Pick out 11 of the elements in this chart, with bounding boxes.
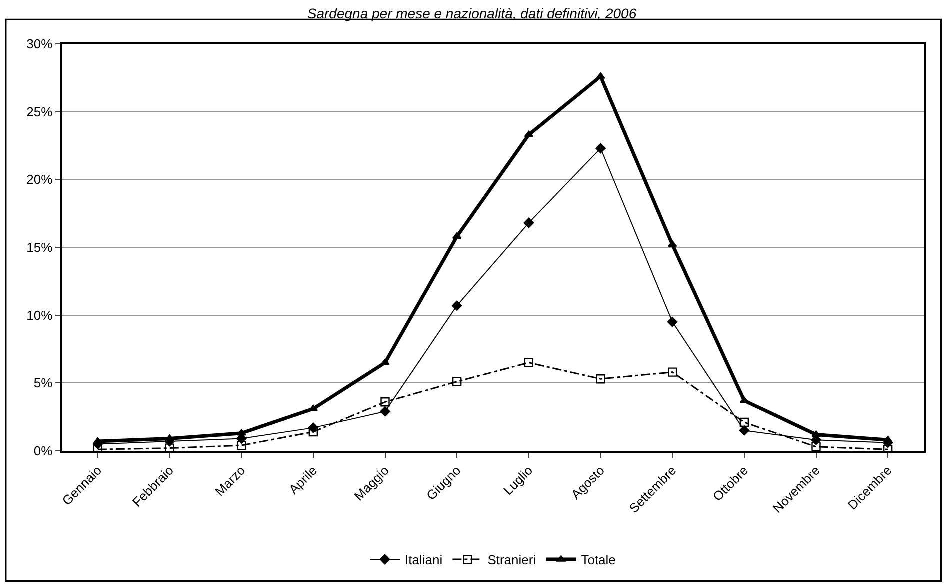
legend-label: Italiani — [405, 552, 443, 568]
y-tick-label: 25% — [26, 104, 54, 120]
y-tick-label: 15% — [26, 240, 54, 256]
legend-label: Totale — [581, 552, 616, 568]
chart-title: Sardegna per mese e nazionalità, dati definitivi, 2006 — [307, 6, 637, 22]
y-tick-label: 30% — [26, 36, 54, 52]
y-tick-label: 0% — [34, 444, 54, 459]
y-tick-label: 10% — [26, 308, 54, 323]
legend-label: Stranieri — [488, 552, 536, 568]
y-tick-label: 5% — [34, 376, 54, 391]
y-tick-label: 20% — [26, 172, 54, 188]
